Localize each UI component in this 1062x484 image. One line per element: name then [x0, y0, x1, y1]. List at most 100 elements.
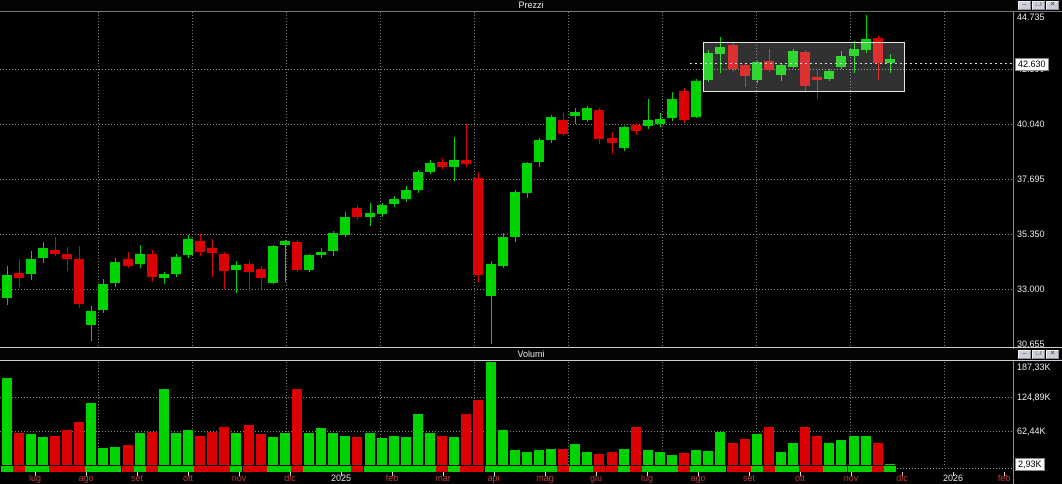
volume-bar [98, 448, 108, 465]
axis-candle-direction-block [497, 466, 509, 472]
axis-candle-direction-block [400, 466, 412, 472]
axis-candle-direction-block [1, 466, 13, 472]
axis-candle-direction-block [327, 466, 339, 472]
volume-bar [703, 451, 713, 465]
candle-body [352, 208, 362, 217]
axis-candle-direction-block [702, 466, 714, 472]
time-axis-month-label: feb [997, 473, 1011, 483]
time-gridline [98, 12, 99, 347]
candle-body [703, 53, 713, 80]
candle-body [885, 59, 895, 63]
axis-candle-direction-block [436, 466, 448, 472]
current-price-line [690, 63, 1013, 64]
axis-candle-direction-block [787, 466, 799, 472]
axis-candle-direction-block [279, 466, 291, 472]
axis-candle-direction-block [460, 466, 472, 472]
volume-axis-label: 124,89K [1017, 392, 1051, 402]
restore-button[interactable]: ❐ [1032, 350, 1045, 359]
volume-bar [510, 450, 520, 465]
panel-separator-bottom [0, 360, 1062, 361]
time-axis[interactable]: lug ago set ott nov dic 2025 feb mar apr mag giu lug… [0, 466, 1013, 484]
volume-bar [836, 440, 846, 465]
axis-candle-direction-block [884, 466, 896, 472]
volume-bar [195, 436, 205, 465]
volume-bar [110, 447, 120, 465]
candle-body [643, 120, 653, 126]
time-axis-tick [1004, 472, 1005, 476]
range-selection-box[interactable] [703, 42, 905, 92]
candle-wick [854, 41, 855, 73]
axis-candle-direction-block [714, 466, 726, 472]
volume-bar [861, 436, 871, 465]
time-axis-tick [239, 472, 240, 476]
candle-wick [575, 108, 576, 124]
candle-body [486, 264, 496, 296]
volume-bar [219, 427, 229, 465]
axis-candle-direction-block [618, 466, 630, 472]
candle-body [207, 248, 217, 253]
close-button[interactable]: ✕ [1046, 1, 1059, 10]
time-axis-tick [545, 472, 546, 476]
axis-candle-direction-block [581, 466, 593, 472]
minimize-button[interactable]: – [1018, 1, 1031, 10]
candle-body [292, 242, 302, 270]
restore-button[interactable]: ❐ [1032, 1, 1045, 10]
candle-body [473, 178, 483, 275]
axis-future-dotted-line [897, 468, 1012, 469]
candle-body [667, 99, 677, 118]
axis-candle-direction-block [823, 466, 835, 472]
axis-candle-direction-block [763, 466, 775, 472]
price-gridline [0, 234, 1013, 235]
candle-body [619, 127, 629, 148]
candle-wick [67, 247, 68, 271]
time-axis-month-label: apr [487, 473, 501, 483]
volume-bar [728, 443, 738, 465]
axis-candle-direction-block [73, 466, 85, 472]
axis-candle-direction-block [569, 466, 581, 472]
volume-window-titlebar[interactable]: Volumi – ❐ ✕ [0, 349, 1062, 360]
candle-body [147, 254, 157, 277]
axis-candle-direction-block [751, 466, 763, 472]
axis-candle-direction-block [424, 466, 436, 472]
volume-bar [231, 433, 241, 465]
volume-chart-plot-area[interactable] [0, 362, 1013, 467]
candle-body [328, 233, 338, 251]
price-gridline [0, 289, 1013, 290]
candle-body [256, 269, 266, 278]
time-gridline [756, 362, 757, 467]
candle-body [365, 213, 375, 217]
candle-body [413, 172, 423, 190]
candle-body [449, 160, 459, 167]
time-axis-tick [290, 472, 291, 476]
candle-body [498, 237, 508, 266]
axis-candle-direction-block [218, 466, 230, 472]
time-axis-year-label: 2025 [330, 473, 352, 483]
volume-bar [135, 433, 145, 465]
volume-bar [352, 437, 362, 465]
candle-body [340, 217, 350, 235]
volume-bar [849, 436, 859, 465]
candle-body [74, 259, 84, 304]
candle-body [715, 47, 725, 54]
candle-wick [285, 240, 286, 282]
axis-candle-direction-block [860, 466, 872, 472]
minimize-button[interactable]: – [1018, 350, 1031, 359]
volume-bar [268, 437, 278, 465]
price-chart-plot-area[interactable] [0, 12, 1013, 347]
price-window-titlebar[interactable]: Prezzi – ❐ ✕ [0, 0, 1062, 12]
axis-candle-direction-block [690, 466, 702, 472]
candle-body [655, 119, 665, 124]
close-button[interactable]: ✕ [1046, 350, 1059, 359]
candle-body [788, 51, 798, 67]
volume-bar [691, 450, 701, 465]
volume-bar [365, 433, 375, 465]
candle-body [607, 138, 617, 143]
candle-wick [236, 261, 237, 293]
volume-bar [776, 452, 786, 465]
value-axis[interactable]: 44.73542.63042.39040.04037.69535.35033.0… [1013, 0, 1062, 484]
price-axis-label: 33.000 [1017, 284, 1045, 294]
candle-body [728, 45, 738, 69]
candle-body [123, 259, 133, 266]
price-axis-label: 44.735 [1017, 12, 1045, 22]
axis-candle-direction-block [606, 466, 618, 472]
